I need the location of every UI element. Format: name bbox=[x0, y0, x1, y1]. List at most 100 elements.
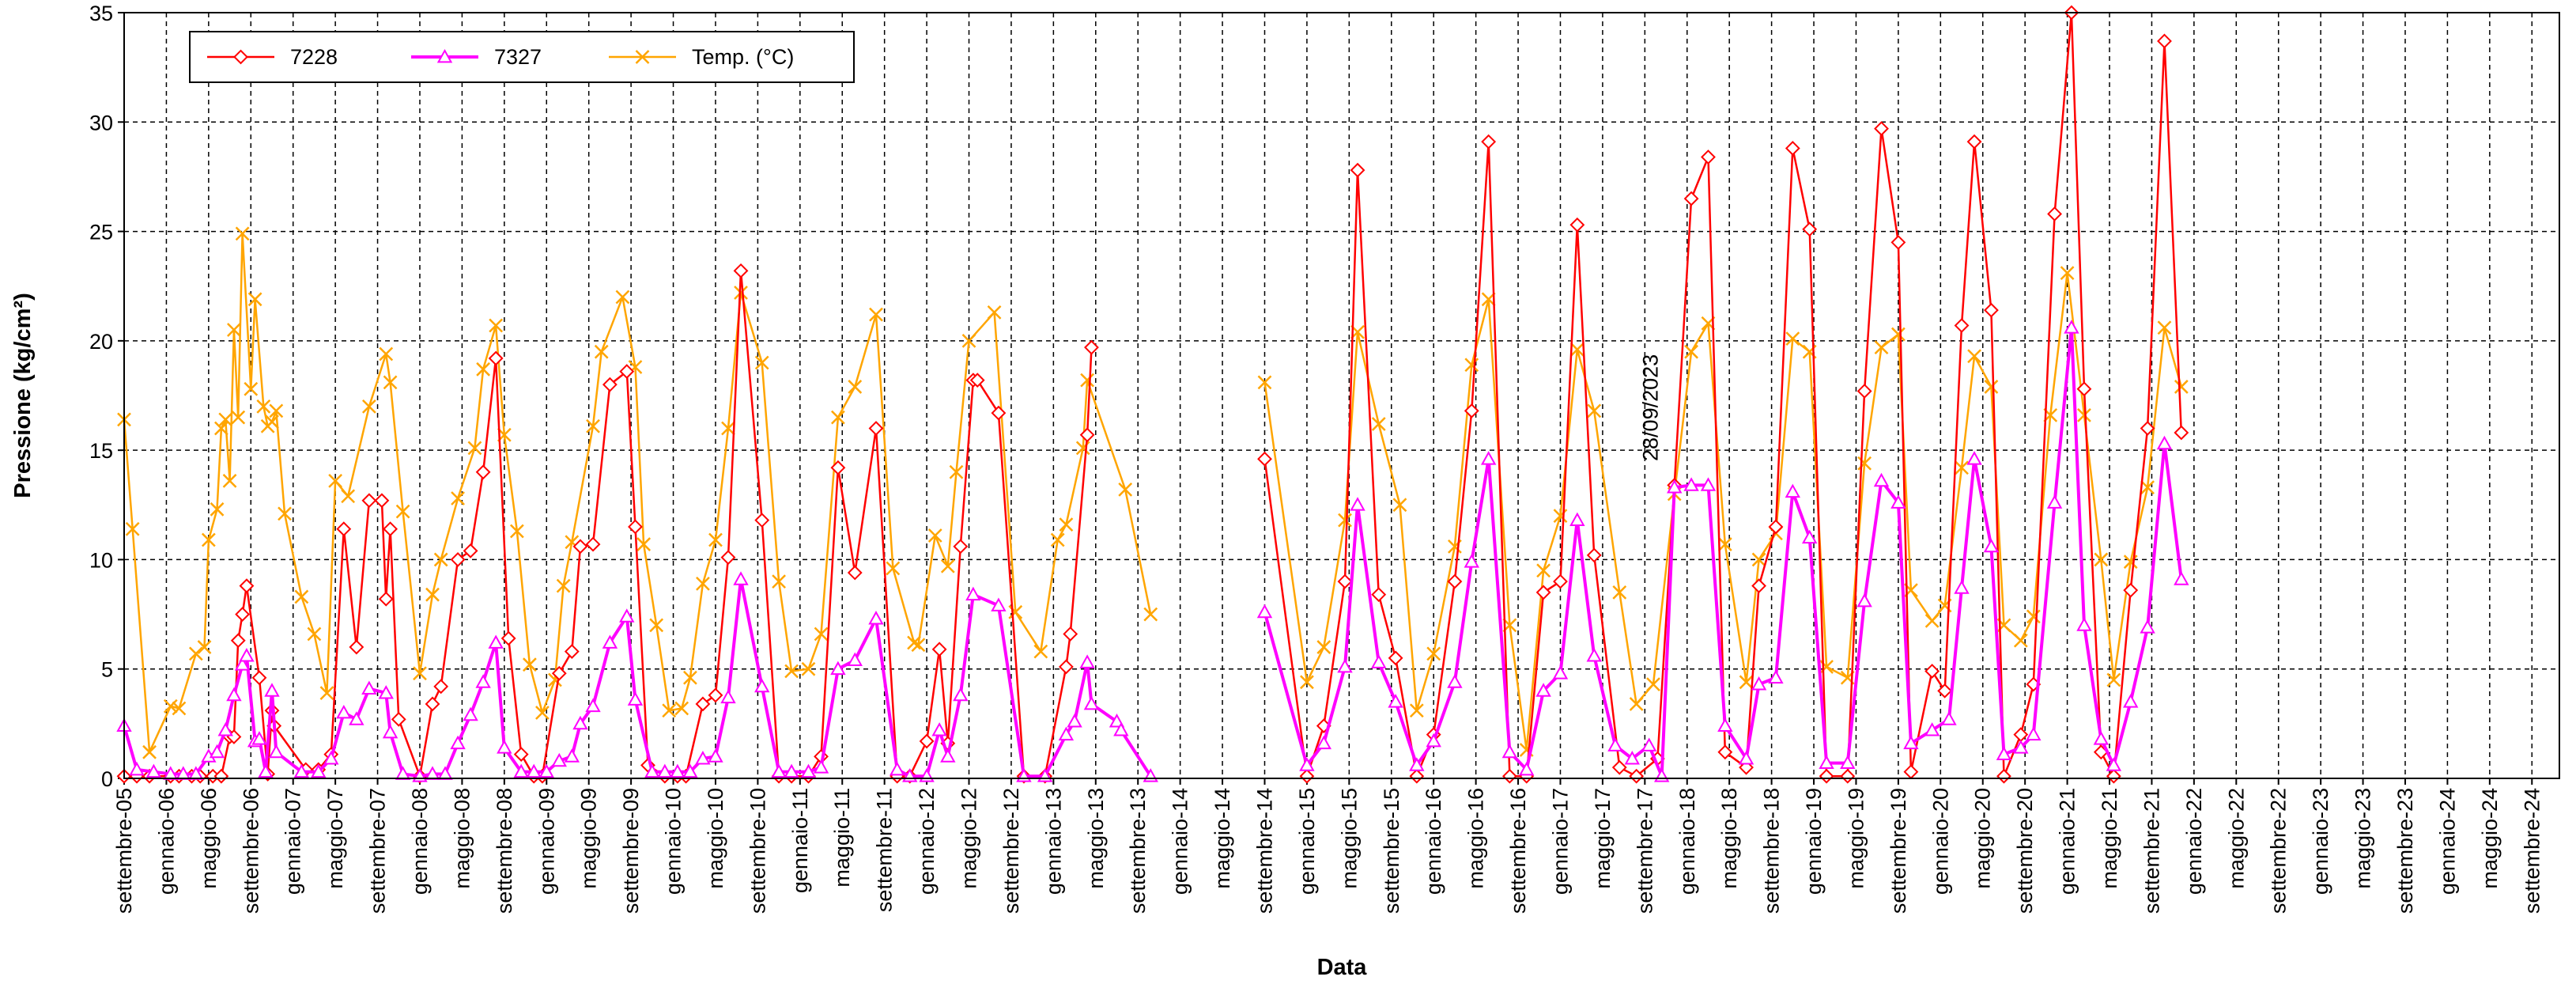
data-point bbox=[813, 759, 829, 774]
data-point bbox=[2106, 768, 2121, 784]
data-point bbox=[142, 744, 157, 759]
data-point bbox=[1519, 761, 1535, 776]
y-tick-label: 15 bbox=[89, 439, 113, 463]
data-point bbox=[1683, 191, 1699, 206]
data-point bbox=[336, 704, 352, 719]
x-tick-label: settembre-16 bbox=[1506, 788, 1530, 914]
y-tick-label: 20 bbox=[89, 330, 113, 354]
data-point bbox=[927, 528, 942, 543]
x-tick-label: maggio-11 bbox=[830, 788, 854, 888]
legend-item: 7228 bbox=[207, 45, 338, 69]
data-point bbox=[670, 763, 686, 778]
data-point bbox=[2174, 571, 2189, 585]
data-point bbox=[619, 608, 635, 623]
data-point bbox=[450, 735, 466, 750]
data-point bbox=[188, 646, 203, 661]
data-point bbox=[1300, 675, 1314, 690]
data-point bbox=[2026, 609, 2041, 624]
legend-box bbox=[189, 31, 855, 83]
data-point bbox=[1890, 234, 1906, 250]
series-temp-c- bbox=[117, 226, 2189, 759]
data-point bbox=[868, 611, 884, 625]
data-point bbox=[585, 698, 601, 713]
data-point bbox=[213, 421, 229, 436]
data-point bbox=[1392, 498, 1407, 513]
data-point bbox=[2046, 494, 2063, 509]
data-point bbox=[848, 380, 863, 394]
data-point bbox=[172, 701, 187, 716]
data-point bbox=[636, 537, 652, 551]
data-point bbox=[991, 597, 1007, 611]
y-axis: 0 5 10 15 20 25 30 35 bbox=[89, 2, 124, 791]
data-point bbox=[1299, 757, 1315, 771]
data-point bbox=[1751, 578, 1766, 594]
data-point bbox=[1874, 340, 1889, 355]
data-point bbox=[1903, 735, 1919, 750]
data-point bbox=[657, 763, 673, 778]
data-point bbox=[509, 524, 524, 539]
data-point bbox=[662, 703, 677, 718]
data-point bbox=[1768, 519, 1784, 535]
x-tick-label: gennaio-07 bbox=[281, 788, 305, 895]
x-tick-label: gennaio-08 bbox=[408, 788, 432, 895]
data-point bbox=[674, 701, 689, 716]
data-point bbox=[1371, 587, 1387, 603]
data-point bbox=[379, 346, 394, 362]
data-point bbox=[235, 226, 250, 241]
data-point bbox=[210, 502, 225, 517]
x-tick-label: maggio-19 bbox=[1844, 788, 1868, 889]
data-point bbox=[1802, 221, 1818, 237]
x-tick-label: maggio-16 bbox=[1464, 788, 1488, 889]
x-tick-label: maggio-22 bbox=[2224, 788, 2248, 889]
x-tick-label: gennaio-23 bbox=[2309, 788, 2332, 895]
data-point bbox=[307, 626, 322, 642]
data-point bbox=[1624, 751, 1641, 765]
x-tick-label: gennaio-12 bbox=[915, 788, 939, 895]
data-point bbox=[931, 642, 947, 657]
series-group bbox=[116, 5, 2189, 784]
data-point bbox=[2047, 206, 2062, 221]
x-tick-label: gennaio-17 bbox=[1548, 788, 1572, 895]
data-point bbox=[1586, 547, 1602, 563]
data-point bbox=[1954, 318, 1970, 333]
data-point bbox=[231, 410, 246, 425]
data-point bbox=[987, 305, 1002, 320]
data-point bbox=[2123, 582, 2139, 598]
y-tick-label: 35 bbox=[89, 2, 113, 25]
x-tick-label: maggio-21 bbox=[2098, 788, 2121, 889]
data-point bbox=[1739, 675, 1754, 690]
data-point bbox=[1371, 417, 1386, 431]
grid bbox=[123, 12, 2559, 779]
data-point bbox=[708, 687, 723, 703]
x-tick-label: settembre-24 bbox=[2520, 788, 2544, 914]
data-point bbox=[1667, 479, 1683, 494]
data-point bbox=[1050, 532, 1065, 547]
data-point bbox=[328, 473, 343, 488]
data-point bbox=[1569, 343, 1585, 357]
data-point bbox=[682, 763, 698, 778]
data-point bbox=[467, 441, 482, 456]
data-point bbox=[602, 377, 618, 392]
data-point bbox=[1388, 650, 1403, 666]
data-point bbox=[2093, 731, 2110, 745]
data-point bbox=[696, 576, 710, 591]
data-point bbox=[1337, 658, 1353, 673]
data-point bbox=[586, 418, 600, 433]
data-point bbox=[1587, 403, 1602, 418]
data-point bbox=[433, 679, 449, 695]
data-point bbox=[2106, 672, 2121, 687]
data-point bbox=[907, 635, 921, 650]
data-point bbox=[451, 491, 465, 505]
data-point bbox=[572, 539, 588, 555]
x-axis: settembre-05 gennaio-06 maggio-06 settembre… bbox=[112, 778, 2544, 914]
data-point bbox=[754, 355, 769, 370]
data-point bbox=[1535, 585, 1551, 600]
data-point bbox=[1501, 768, 1517, 784]
data-point bbox=[1941, 711, 1957, 725]
data-point bbox=[1785, 141, 1800, 156]
x-tick-label: maggio-13 bbox=[1084, 788, 1108, 889]
data-point bbox=[1996, 768, 2011, 784]
data-point bbox=[383, 521, 398, 537]
data-point bbox=[1338, 513, 1352, 528]
data-point bbox=[1501, 744, 1518, 759]
